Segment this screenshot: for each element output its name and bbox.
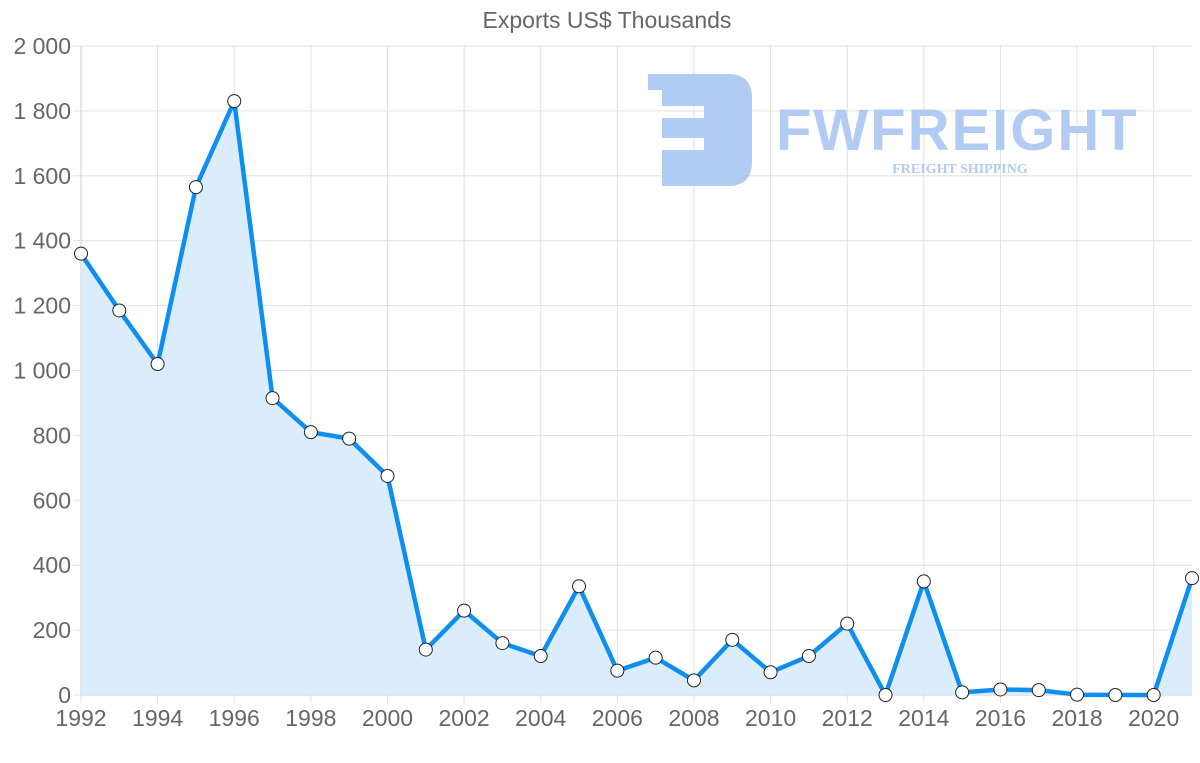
data-point-2001[interactable] xyxy=(418,642,433,657)
x-tick-label: 2008 xyxy=(668,705,719,731)
x-tick-label: 1994 xyxy=(132,705,183,731)
data-point-2015[interactable] xyxy=(955,685,970,700)
chart-title: Exports US$ Thousands xyxy=(482,7,732,33)
x-tick-label: 2004 xyxy=(515,705,566,731)
x-tick-label: 2012 xyxy=(822,705,873,731)
data-point-2006[interactable] xyxy=(610,663,625,678)
y-tick-label: 1 200 xyxy=(13,293,71,319)
x-tick-label: 2016 xyxy=(975,705,1026,731)
data-point-2002[interactable] xyxy=(457,603,472,618)
data-point-1993[interactable] xyxy=(112,303,127,318)
data-point-2004[interactable] xyxy=(533,649,548,664)
x-tick-label: 1996 xyxy=(209,705,260,731)
watermark-logo: FWFREIGHT FREIGHT SHIPPING xyxy=(648,74,1139,186)
data-point-1999[interactable] xyxy=(342,431,357,446)
y-axis: 0 200 400 600 800 1 000 1 200 1 400 1 600 1 800 2 … xyxy=(13,33,71,708)
y-tick-label: 1 400 xyxy=(13,228,71,254)
data-point-2000[interactable] xyxy=(380,468,395,483)
x-tick-label: 2018 xyxy=(1051,705,1102,731)
x-tick-label: 2000 xyxy=(362,705,413,731)
x-tick-label: 1998 xyxy=(285,705,336,731)
data-point-2012[interactable] xyxy=(840,616,855,631)
x-tick-label: 2020 xyxy=(1128,705,1179,731)
fw-logo-icon xyxy=(648,74,752,186)
y-tick-label: 0 xyxy=(58,682,71,708)
data-point-1994[interactable] xyxy=(150,357,165,372)
x-tick-label: 2002 xyxy=(439,705,490,731)
y-tick-label: 400 xyxy=(33,552,71,578)
y-tick-label: 1 000 xyxy=(13,358,71,384)
data-point-2017[interactable] xyxy=(1031,683,1046,698)
data-point-1997[interactable] xyxy=(265,391,280,406)
data-point-2018[interactable] xyxy=(1070,687,1085,702)
data-point-2010[interactable] xyxy=(763,665,778,680)
x-tick-label: 2010 xyxy=(745,705,796,731)
data-point-1995[interactable] xyxy=(188,180,203,195)
data-points xyxy=(74,94,1199,702)
x-axis: 1992 1994 1996 1998 2000 2002 2004 2006 2008 2010… xyxy=(55,705,1179,731)
data-point-2020[interactable] xyxy=(1146,688,1161,702)
y-tick-label: 1 600 xyxy=(13,163,71,189)
data-point-1996[interactable] xyxy=(227,94,242,109)
data-point-2011[interactable] xyxy=(801,649,816,664)
data-point-2009[interactable] xyxy=(725,632,740,647)
data-point-2008[interactable] xyxy=(686,673,701,688)
x-tick-label: 2014 xyxy=(898,705,949,731)
data-point-2013[interactable] xyxy=(878,688,893,702)
y-tick-label: 2 000 xyxy=(13,33,71,59)
data-point-2021[interactable] xyxy=(1185,571,1199,586)
data-point-2016[interactable] xyxy=(993,682,1008,697)
y-tick-label: 1 800 xyxy=(13,98,71,124)
data-point-2003[interactable] xyxy=(495,636,510,651)
data-point-2007[interactable] xyxy=(648,650,663,665)
series-area-fill xyxy=(81,101,1192,695)
data-point-2014[interactable] xyxy=(916,574,931,589)
data-point-1992[interactable] xyxy=(74,246,88,261)
x-tick-label: 2006 xyxy=(592,705,643,731)
data-point-2019[interactable] xyxy=(1108,688,1123,702)
y-tick-label: 600 xyxy=(33,487,71,513)
data-point-1998[interactable] xyxy=(303,425,318,440)
watermark-brand: FWFREIGHT xyxy=(776,98,1139,163)
x-tick-label: 1992 xyxy=(55,705,106,731)
data-point-2005[interactable] xyxy=(572,579,587,594)
y-tick-label: 200 xyxy=(33,617,71,643)
y-tick-label: 800 xyxy=(33,422,71,448)
watermark-tagline: FREIGHT SHIPPING xyxy=(892,162,1028,177)
